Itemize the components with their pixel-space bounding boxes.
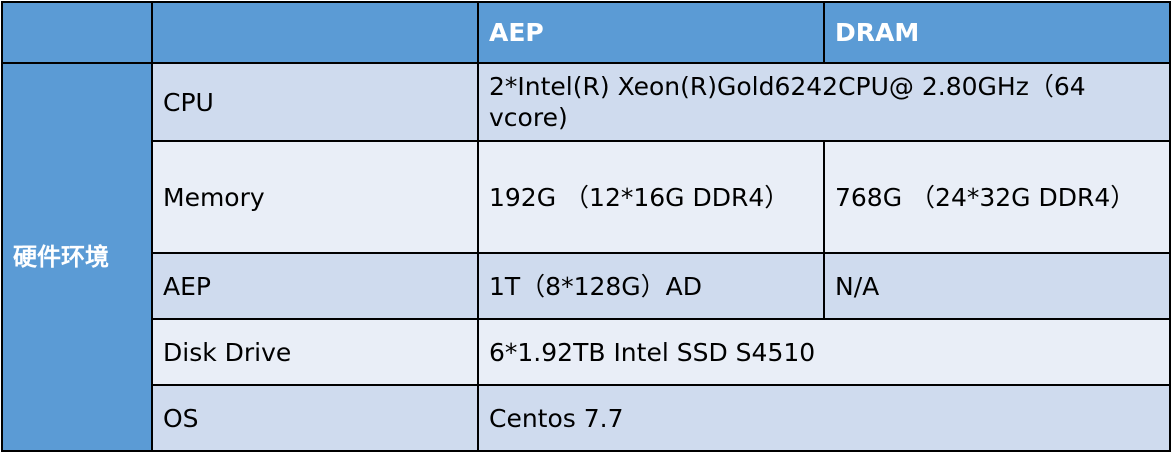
row-value: Centos 7.7 — [477, 384, 1171, 452]
section-label: 硬件环境 — [1, 62, 153, 452]
row-label: CPU — [151, 62, 479, 142]
table-row-cpu: 硬件环境 CPU 2*Intel(R) Xeon(R)Gold6242CPU@ … — [1, 62, 1171, 452]
row-value: 2*Intel(R) Xeon(R)Gold6242CPU@ 2.80GHz（6… — [477, 62, 1171, 142]
table-row-disk: Disk Drive 6*1.92TB Intel SSD S4510 — [2, 318, 1171, 386]
row-label: Disk Drive — [151, 318, 479, 386]
row-value-dram: N/A — [823, 252, 1171, 320]
header-cell-dram: DRAM — [823, 1, 1171, 64]
header-cell-item — [151, 1, 479, 64]
row-value-aep: 192G （12*16G DDR4） — [477, 140, 825, 254]
header-cell-empty — [1, 1, 153, 64]
header-row: AEP DRAM — [1, 1, 1171, 64]
header-cell-aep: AEP — [477, 1, 825, 64]
table-row-memory: Memory 192G （12*16G DDR4） 768G （24*32G D… — [2, 140, 1171, 254]
row-label: Memory — [151, 140, 479, 254]
row-label: OS — [151, 384, 479, 452]
table-row-aep: AEP 1T（8*128G）AD N/A — [2, 252, 1171, 320]
row-label: AEP — [151, 252, 479, 320]
row-value-aep: 1T（8*128G）AD — [477, 252, 825, 320]
row-value-dram: 768G （24*32G DDR4） — [823, 140, 1171, 254]
row-value: 6*1.92TB Intel SSD S4510 — [477, 318, 1171, 386]
table-row-os: OS Centos 7.7 — [2, 384, 1171, 452]
